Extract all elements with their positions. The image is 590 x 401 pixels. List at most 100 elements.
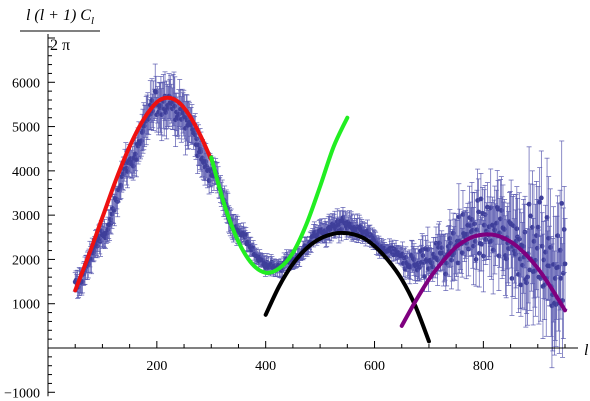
data-point [541, 257, 547, 263]
x-tick-label: 400 [255, 359, 276, 374]
data-point [509, 276, 515, 281]
data-point [479, 241, 485, 247]
data-point [417, 265, 423, 270]
data-point [206, 178, 212, 184]
data-point [498, 208, 504, 213]
data-point [538, 195, 544, 201]
data-point [120, 171, 126, 177]
data-point [195, 153, 201, 159]
data-point [494, 220, 499, 226]
data-point [489, 238, 494, 244]
data-point [537, 199, 543, 205]
data-point [159, 112, 165, 118]
data-point [80, 279, 85, 284]
data-point [498, 216, 503, 222]
data-point [471, 221, 477, 227]
axes [47, 34, 578, 397]
fit-curve-3 [263, 230, 431, 344]
data-point [153, 89, 159, 95]
y-tick-label: 2000 [12, 253, 40, 268]
data-point [557, 247, 563, 253]
data-point [467, 223, 473, 228]
data-point [474, 227, 480, 233]
data-point [471, 243, 476, 249]
data-point [532, 268, 538, 274]
data-point [408, 264, 414, 270]
fit-curve-2 [209, 115, 350, 275]
data-point [436, 240, 442, 246]
data-point [480, 253, 486, 259]
data-point [543, 249, 548, 255]
fit-curves-layer [73, 95, 567, 344]
y-tick-label: 6000 [12, 76, 40, 91]
data-point [520, 243, 526, 249]
data-point [149, 98, 155, 103]
data-point [445, 244, 451, 249]
data-point [547, 263, 552, 269]
data-point [115, 199, 121, 204]
y-axis-title-numerator: l (l + 1) Cl [26, 7, 94, 27]
data-point [506, 246, 512, 251]
fit-curve-1 [73, 95, 214, 293]
data-point [478, 196, 484, 202]
data-point [551, 261, 556, 267]
data-point [544, 215, 550, 220]
data-point [192, 132, 198, 138]
data-point [403, 255, 409, 260]
data-point [198, 149, 204, 154]
data-point [444, 260, 450, 266]
data-point [517, 256, 523, 262]
data-point [558, 275, 564, 281]
data-point [108, 220, 114, 226]
data-point [481, 222, 487, 228]
data-point [142, 123, 147, 129]
data-point [561, 227, 567, 232]
data-point [411, 257, 417, 262]
data-point [130, 163, 136, 169]
data-point [158, 103, 164, 109]
data-point [492, 227, 498, 233]
data-point [516, 272, 521, 277]
data-point [476, 250, 482, 256]
data-point [107, 216, 113, 222]
x-axis-title: l [584, 342, 589, 359]
data-point [172, 103, 178, 109]
data-point [516, 236, 522, 242]
data-point [460, 212, 466, 217]
data-point [440, 250, 445, 256]
data-point [94, 243, 100, 249]
data-point [400, 251, 405, 257]
data-point [429, 260, 435, 266]
data-point [496, 253, 502, 259]
data-point [535, 224, 541, 230]
data-point [243, 231, 249, 237]
data-point [528, 213, 534, 219]
data-point [555, 233, 561, 239]
x-tick-label: 800 [473, 359, 494, 374]
data-point [196, 142, 201, 148]
data-point [140, 128, 146, 134]
data-point [459, 250, 465, 256]
data-point [129, 159, 135, 165]
data-point [464, 231, 470, 237]
data-point [518, 282, 524, 288]
data-point [502, 226, 507, 232]
data-point [514, 226, 520, 232]
data-point [529, 224, 535, 230]
data-point [176, 111, 182, 117]
data-point [449, 257, 454, 263]
data-point [439, 245, 445, 251]
y-tick-label: −1000 [4, 386, 40, 401]
data-point [133, 151, 139, 157]
data-point [512, 251, 518, 257]
data-point [118, 182, 124, 188]
y-axis-title: l (l + 1) Cl 2 π [20, 7, 100, 54]
x-tick-label: 600 [364, 359, 385, 374]
data-point [125, 169, 130, 174]
data-point [420, 253, 426, 258]
data-point [484, 228, 490, 234]
data-point [469, 217, 475, 222]
data-point [476, 209, 481, 215]
data-point [456, 214, 462, 220]
